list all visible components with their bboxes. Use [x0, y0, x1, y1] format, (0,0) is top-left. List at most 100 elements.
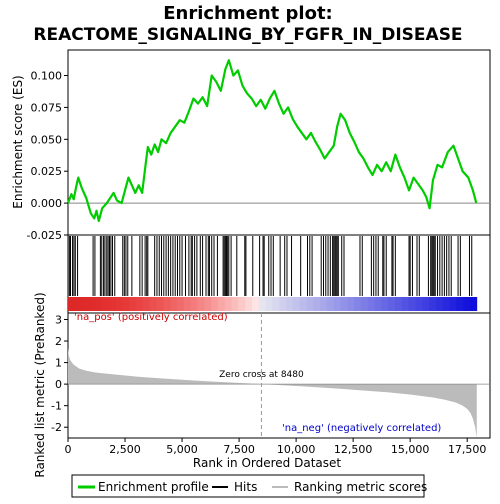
rank-color-bar-segment: [306, 297, 314, 311]
metric-y-tick-label: 2: [55, 335, 62, 348]
es-y-tick-label: 0.050: [31, 133, 63, 146]
zero-cross-label: Zero cross at 8480: [219, 370, 304, 380]
rank-color-bar-segment: [340, 297, 348, 311]
es-y-tick-label: -0.025: [27, 229, 62, 242]
rank-color-bar-segment: [429, 297, 437, 311]
rank-color-bar-segment: [360, 297, 369, 311]
metric-y-tick-label: -2: [51, 421, 62, 434]
rank-color-bar-segment: [258, 297, 266, 311]
es-y-tick-label: 0.000: [31, 197, 63, 210]
rank-color-bar-segment: [401, 297, 410, 311]
rank-color-bar-segment: [129, 297, 137, 311]
x-tick-label: 2,500: [109, 443, 141, 456]
x-tick-label: 15,000: [391, 443, 430, 456]
legend-item-hits: Hits: [212, 480, 257, 494]
metric-panel-frame: [67, 312, 491, 439]
rank-color-bar-segment: [272, 297, 280, 311]
x-tick-label: 17,500: [448, 443, 487, 456]
es-y-tick-label: 0.025: [31, 165, 63, 178]
metric-y-axis-label: Ranked list metric (PreRanked): [33, 292, 47, 477]
chart-title-line2: REACTOME_SIGNALING_BY_FGFR_IN_DISEASE: [33, 25, 462, 45]
rank-color-bar-segment: [190, 297, 198, 311]
es-panel-frame: [67, 49, 491, 236]
rank-color-bar-segment: [381, 297, 389, 311]
rank-color-bar-segment: [74, 297, 83, 311]
rank-color-bar-segment: [231, 297, 239, 311]
metric-y-tick-label: 3: [55, 313, 62, 326]
metric-y-tick-label: 1: [55, 357, 62, 370]
x-tick-label: 5,000: [166, 443, 198, 456]
pos-correlated-label: 'na_pos' (positively correlated): [74, 312, 228, 323]
rank-color-bar-segment: [320, 297, 328, 311]
rank-color-bar-segment: [395, 297, 403, 311]
x-tick-label: 10,000: [277, 443, 316, 456]
rank-color-bar-segment: [142, 297, 151, 311]
rank-color-bar-segment: [408, 297, 416, 311]
rank-color-bar-segment: [415, 297, 423, 311]
x-tick-label: 0: [65, 443, 72, 456]
rank-color-bar-segment: [183, 297, 192, 311]
rank-color-bar-segment: [435, 297, 444, 311]
rank-color-bar-segment: [149, 297, 157, 311]
rank-color-bar-segment: [469, 297, 478, 311]
x-tick-label: 12,500: [334, 443, 373, 456]
metric-y-tick-label: 0: [55, 378, 62, 391]
rank-color-bar-segment: [347, 297, 355, 311]
metric-y-tick-label: -1: [51, 400, 62, 413]
rank-color-bar-segment: [224, 297, 232, 311]
rank-color-bar-segment: [299, 297, 307, 311]
rank-color-bar-segment: [286, 297, 294, 311]
rank-color-bar-segment: [326, 297, 335, 311]
rank-color-bar-segment: [163, 297, 171, 311]
rank-color-bar-segment: [170, 297, 178, 311]
es-y-tick-label: 0.075: [31, 101, 63, 114]
neg-correlated-label: 'na_neg' (negatively correlated): [282, 423, 441, 434]
rank-color-bar-segment: [265, 297, 273, 311]
rank-color-bar-segment: [245, 297, 253, 311]
ranking-metric-area: [68, 347, 477, 438]
legend-item-enrichment-profile: Enrichment profile: [78, 480, 209, 494]
rank-color-bar-segment: [68, 297, 76, 311]
rank-color-bar-segment: [442, 297, 450, 311]
rank-color-bar-segment: [333, 297, 341, 311]
rank-color-bar-segment: [292, 297, 301, 311]
rank-color-bar-segment: [313, 297, 321, 311]
rank-color-bar-segment: [217, 297, 226, 311]
rank-color-bar-segment: [456, 297, 464, 311]
legend-box: [71, 474, 425, 498]
rank-color-bar-segment: [354, 297, 362, 311]
legend-item-ranking-metric: Ranking metric scores: [272, 480, 427, 494]
rank-color-bar-segment: [102, 297, 110, 311]
rank-color-bar-segment: [95, 297, 103, 311]
legend-label-hits: Hits: [234, 480, 257, 494]
es-y-tick-label: 0.100: [31, 70, 63, 83]
rank-color-bar-segment: [81, 297, 89, 311]
rank-color-bar-segment: [115, 297, 123, 311]
rank-color-bar-segment: [251, 297, 260, 311]
rank-color-bar-segment: [88, 297, 96, 311]
rank-color-bar-segment: [463, 297, 471, 311]
enrichment-profile-line: [66, 59, 478, 223]
rank-color-bar-segment: [122, 297, 130, 311]
chart-title-line1: Enrichment plot:: [163, 3, 333, 24]
rank-color-bar-segment: [197, 297, 205, 311]
rank-color-bar-segment: [374, 297, 382, 311]
rank-color-bar-segment: [238, 297, 246, 311]
rank-color-bar-segment: [211, 297, 219, 311]
rank-color-bar-segment: [177, 297, 185, 311]
rank-color-bar-segment: [279, 297, 287, 311]
rank-color-bar-segment: [204, 297, 212, 311]
es-y-axis-label: Enrichment score (ES): [11, 75, 25, 208]
x-axis-label: Rank in Ordered Dataset: [193, 456, 341, 470]
rank-color-bar-segment: [422, 297, 430, 311]
rank-color-bar-segment: [156, 297, 164, 311]
x-tick-label: 7,500: [223, 443, 255, 456]
rank-color-bar-segment: [367, 297, 375, 311]
legend-label-enrichment-profile: Enrichment profile: [98, 480, 209, 494]
rank-color-bar-segment: [108, 297, 117, 311]
rank-color-bar-segment: [449, 297, 457, 311]
rank-color-bar-segment: [388, 297, 396, 311]
rank-color-bar-segment: [136, 297, 144, 311]
legend-label-ranking-metric: Ranking metric scores: [294, 480, 427, 494]
